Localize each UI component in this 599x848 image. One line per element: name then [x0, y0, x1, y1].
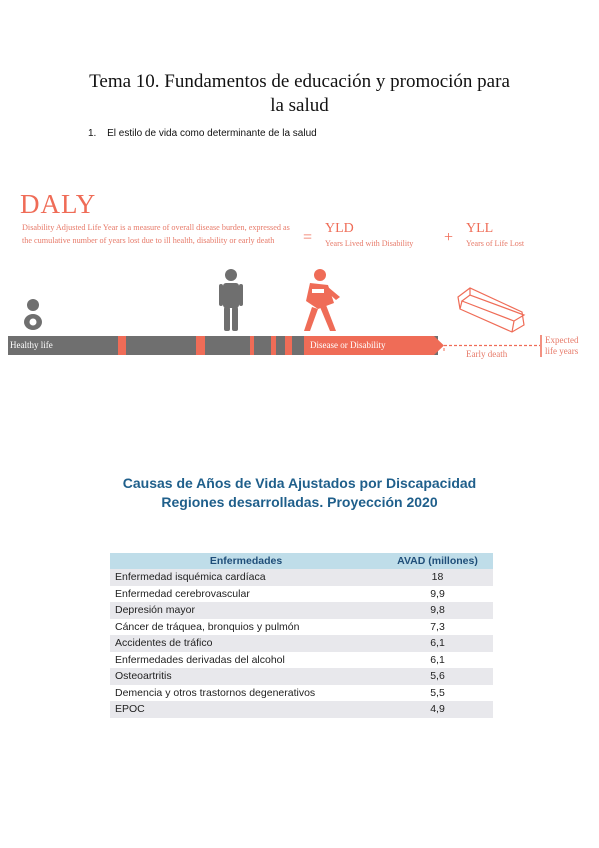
table-heading: Causas de Años de Vida Ajustados por Dis… — [0, 474, 599, 512]
avad-cell: 5,6 — [382, 668, 493, 685]
plus-sign: + — [444, 229, 454, 246]
disease-cell: Enfermedad isquémica cardíaca — [110, 569, 382, 586]
disease-segment — [304, 336, 434, 355]
avad-table-container: Enfermedades AVAD (millones) Enfermedad … — [110, 553, 493, 718]
table-row: Enfermedades derivadas del alcohol 6,1 — [110, 651, 493, 668]
timeline-marker — [285, 336, 292, 355]
table-row: Cáncer de tráquea, bronquios y pulmón 7,… — [110, 618, 493, 635]
disease-cell: Cáncer de tráquea, bronquios y pulmón — [110, 618, 382, 635]
daly-title: DALY — [20, 189, 97, 219]
table-heading-line1: Causas de Años de Vida Ajustados por Dis… — [122, 475, 477, 491]
title-line-2: la salud — [270, 95, 329, 116]
person-icon — [219, 269, 243, 331]
column-header-diseases: Enfermedades — [110, 553, 382, 569]
yld-full: Years Lived with Disability — [325, 239, 414, 248]
daly-description: Disability Adjusted Life Year is a measu… — [22, 223, 290, 245]
timeline-marker — [196, 336, 205, 355]
coffin-icon — [457, 287, 526, 333]
timeline-arrow — [434, 336, 444, 355]
disease-cell: EPOC — [110, 701, 382, 718]
yll-abbr: YLL — [466, 221, 494, 236]
table-row: Demencia y otros trastornos degenerativo… — [110, 684, 493, 701]
early-death-label: Early death — [466, 349, 508, 359]
timeline-marker — [250, 336, 254, 355]
table-row: Accidentes de tráfico 6,1 — [110, 635, 493, 652]
avad-cell: 9,9 — [382, 585, 493, 602]
table-heading-line2: Regiones desarrolladas. Proyección 2020 — [161, 494, 438, 510]
table-row: EPOC 4,9 — [110, 701, 493, 718]
table-row: Enfermedad cerebrovascular 9,9 — [110, 585, 493, 602]
title-line-1: Tema 10. Fundamentos de educación y prom… — [89, 71, 510, 92]
disabled-person-icon — [304, 269, 340, 331]
disease-cell: Enfermedades derivadas del alcohol — [110, 651, 382, 668]
expected-label-line2: life years — [545, 346, 579, 356]
column-header-avad: AVAD (millones) — [382, 553, 493, 569]
baby-icon — [24, 299, 42, 330]
disease-cell: Depresión mayor — [110, 602, 382, 619]
document-title: Tema 10. Fundamentos de educación y prom… — [40, 70, 559, 118]
section-heading: 1. El estilo de vida como determinante d… — [88, 128, 317, 139]
yld-abbr: YLD — [325, 221, 354, 236]
avad-cell: 18 — [382, 569, 493, 586]
daly-graphic — [8, 269, 542, 357]
avad-cell: 5,5 — [382, 684, 493, 701]
yll-full: Years of Life Lost — [466, 239, 525, 248]
disease-cell: Enfermedad cerebrovascular — [110, 585, 382, 602]
avad-cell: 9,8 — [382, 602, 493, 619]
disease-cell: Demencia y otros trastornos degenerativo… — [110, 684, 382, 701]
disease-cell: Osteoartritis — [110, 668, 382, 685]
daly-infographic: DALY Disability Adjusted Life Year is a … — [0, 185, 599, 365]
expected-label-line1: Expected — [545, 335, 579, 345]
timeline-marker — [271, 336, 276, 355]
section-title: El estilo de vida como determinante de l… — [107, 128, 317, 139]
avad-cell: 6,1 — [382, 651, 493, 668]
healthy-life-label: Healthy life — [10, 340, 53, 350]
disease-cell: Accidentes de tráfico — [110, 635, 382, 652]
avad-cell: 7,3 — [382, 618, 493, 635]
section-number: 1. — [88, 128, 97, 139]
timeline-marker — [118, 336, 126, 355]
table-row: Depresión mayor 9,8 — [110, 602, 493, 619]
table-header-row: Enfermedades AVAD (millones) — [110, 553, 493, 569]
equals-sign: = — [303, 229, 313, 246]
table-row: Osteoartritis 5,6 — [110, 668, 493, 685]
avad-cell: 4,9 — [382, 701, 493, 718]
disease-label: Disease or Disability — [310, 340, 386, 350]
avad-table: Enfermedades AVAD (millones) Enfermedad … — [110, 553, 493, 718]
table-row: Enfermedad isquémica cardíaca 18 — [110, 569, 493, 586]
avad-cell: 6,1 — [382, 635, 493, 652]
